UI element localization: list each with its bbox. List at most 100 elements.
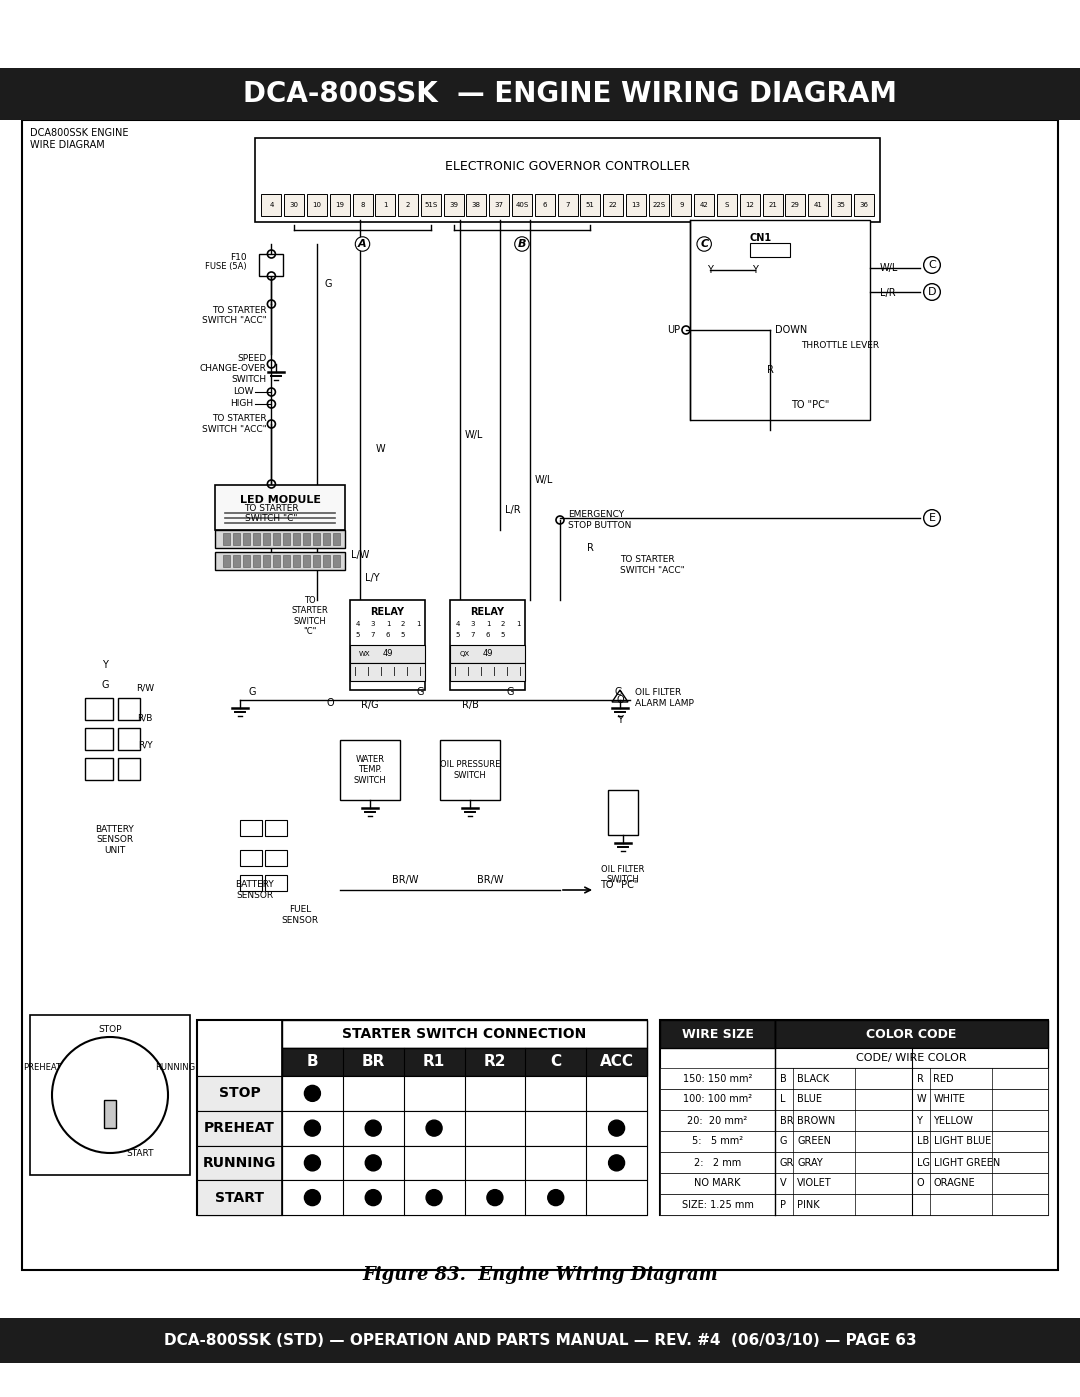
Text: RUNNING: RUNNING <box>203 1155 276 1169</box>
Bar <box>303 534 310 545</box>
Text: L: L <box>780 1094 785 1105</box>
Text: BLACK: BLACK <box>797 1073 829 1084</box>
Text: 51: 51 <box>585 203 595 208</box>
Text: 51S: 51S <box>424 203 437 208</box>
Bar <box>259 254 283 277</box>
Bar <box>197 1076 647 1111</box>
Text: W/L: W/L <box>880 263 899 272</box>
Bar <box>255 138 880 222</box>
Bar <box>557 194 578 217</box>
Text: F10: F10 <box>230 253 246 261</box>
Text: 5: 5 <box>355 631 361 638</box>
Text: 49: 49 <box>483 650 492 658</box>
Text: GREEN: GREEN <box>797 1137 831 1147</box>
Bar <box>440 740 500 800</box>
Text: V: V <box>780 1179 786 1189</box>
Bar <box>375 194 395 217</box>
Bar <box>215 552 345 570</box>
Bar <box>282 1048 647 1076</box>
Bar <box>660 1067 1048 1090</box>
Bar <box>222 555 230 567</box>
Text: 22S: 22S <box>652 203 665 208</box>
Bar <box>672 194 691 217</box>
Text: R/W: R/W <box>136 683 154 693</box>
Bar <box>660 1153 1048 1173</box>
Bar <box>215 485 345 529</box>
Text: |: | <box>379 668 382 676</box>
Bar <box>603 194 623 217</box>
Bar <box>85 759 113 780</box>
Bar <box>421 194 441 217</box>
Text: TO "PC": TO "PC" <box>791 400 829 409</box>
Text: THROTTLE LEVER: THROTTLE LEVER <box>801 341 879 349</box>
Bar <box>450 599 525 690</box>
Bar <box>660 1173 1048 1194</box>
Text: ELECTRONIC GOVERNOR CONTROLLER: ELECTRONIC GOVERNOR CONTROLLER <box>445 159 690 172</box>
Text: START: START <box>215 1190 264 1204</box>
Text: 12: 12 <box>745 203 754 208</box>
Text: 1: 1 <box>416 622 420 627</box>
Text: FUSE (5A): FUSE (5A) <box>205 263 246 271</box>
Bar <box>625 194 646 217</box>
Text: WHITE: WHITE <box>933 1094 966 1105</box>
Bar <box>265 849 287 866</box>
Text: 5: 5 <box>456 631 460 638</box>
Bar <box>282 1020 647 1048</box>
Text: 35: 35 <box>836 203 846 208</box>
Text: DCA-800SSK  — ENGINE WIRING DIAGRAM: DCA-800SSK — ENGINE WIRING DIAGRAM <box>243 80 897 108</box>
Text: TO STARTER
SWITCH "ACC": TO STARTER SWITCH "ACC" <box>620 555 685 574</box>
Text: SIZE: 1.25 mm: SIZE: 1.25 mm <box>681 1200 754 1210</box>
Text: TO STARTER
SWITCH "ACC": TO STARTER SWITCH "ACC" <box>202 415 267 433</box>
Bar <box>283 534 291 545</box>
Text: BROWN: BROWN <box>797 1115 835 1126</box>
Circle shape <box>305 1190 321 1206</box>
Bar <box>197 1111 282 1146</box>
Text: 49: 49 <box>382 650 393 658</box>
Text: 19: 19 <box>335 203 345 208</box>
Bar <box>399 194 418 217</box>
Bar <box>444 194 463 217</box>
Bar <box>264 534 270 545</box>
Text: 42: 42 <box>700 203 708 208</box>
Text: R: R <box>586 543 593 553</box>
Bar <box>303 555 310 567</box>
Bar <box>350 645 426 664</box>
Bar <box>660 1194 1048 1215</box>
Text: 1: 1 <box>386 622 390 627</box>
Bar <box>608 789 638 835</box>
Bar <box>350 664 426 680</box>
Text: 1: 1 <box>486 622 490 627</box>
Text: A: A <box>359 239 367 249</box>
Text: BR: BR <box>780 1115 794 1126</box>
Text: B: B <box>307 1055 319 1070</box>
Text: TO STARTER
SWITCH "ACC": TO STARTER SWITCH "ACC" <box>202 306 267 326</box>
Text: Y: Y <box>617 715 623 725</box>
Bar <box>104 1099 116 1127</box>
Bar <box>329 194 350 217</box>
Bar <box>197 1111 647 1146</box>
Bar <box>307 194 327 217</box>
Text: DCA-800SSK (STD) — OPERATION AND PARTS MANUAL — REV. #4  (06/03/10) — PAGE 63: DCA-800SSK (STD) — OPERATION AND PARTS M… <box>164 1333 916 1348</box>
Text: 100: 100 mm²: 100: 100 mm² <box>683 1094 752 1105</box>
Text: R/B: R/B <box>137 714 152 722</box>
Text: B: B <box>517 239 526 249</box>
Text: G: G <box>416 687 423 697</box>
Text: SPEED
CHANGE-OVER
SWITCH: SPEED CHANGE-OVER SWITCH <box>200 353 267 384</box>
Text: 39: 39 <box>449 203 458 208</box>
Bar <box>660 1090 1048 1111</box>
Text: DOWN: DOWN <box>775 326 807 335</box>
Text: 6: 6 <box>386 631 390 638</box>
Text: START: START <box>126 1148 153 1158</box>
Text: 4: 4 <box>355 622 361 627</box>
Text: R2: R2 <box>484 1055 507 1070</box>
Bar <box>273 534 280 545</box>
Text: 150: 150 mm²: 150: 150 mm² <box>683 1073 752 1084</box>
Circle shape <box>487 1190 503 1206</box>
Text: L/Y: L/Y <box>365 573 380 583</box>
Bar <box>808 194 828 217</box>
Circle shape <box>305 1120 321 1136</box>
Circle shape <box>305 1085 321 1101</box>
Text: O: O <box>326 698 334 708</box>
Text: 1: 1 <box>516 622 521 627</box>
Circle shape <box>609 1155 624 1171</box>
